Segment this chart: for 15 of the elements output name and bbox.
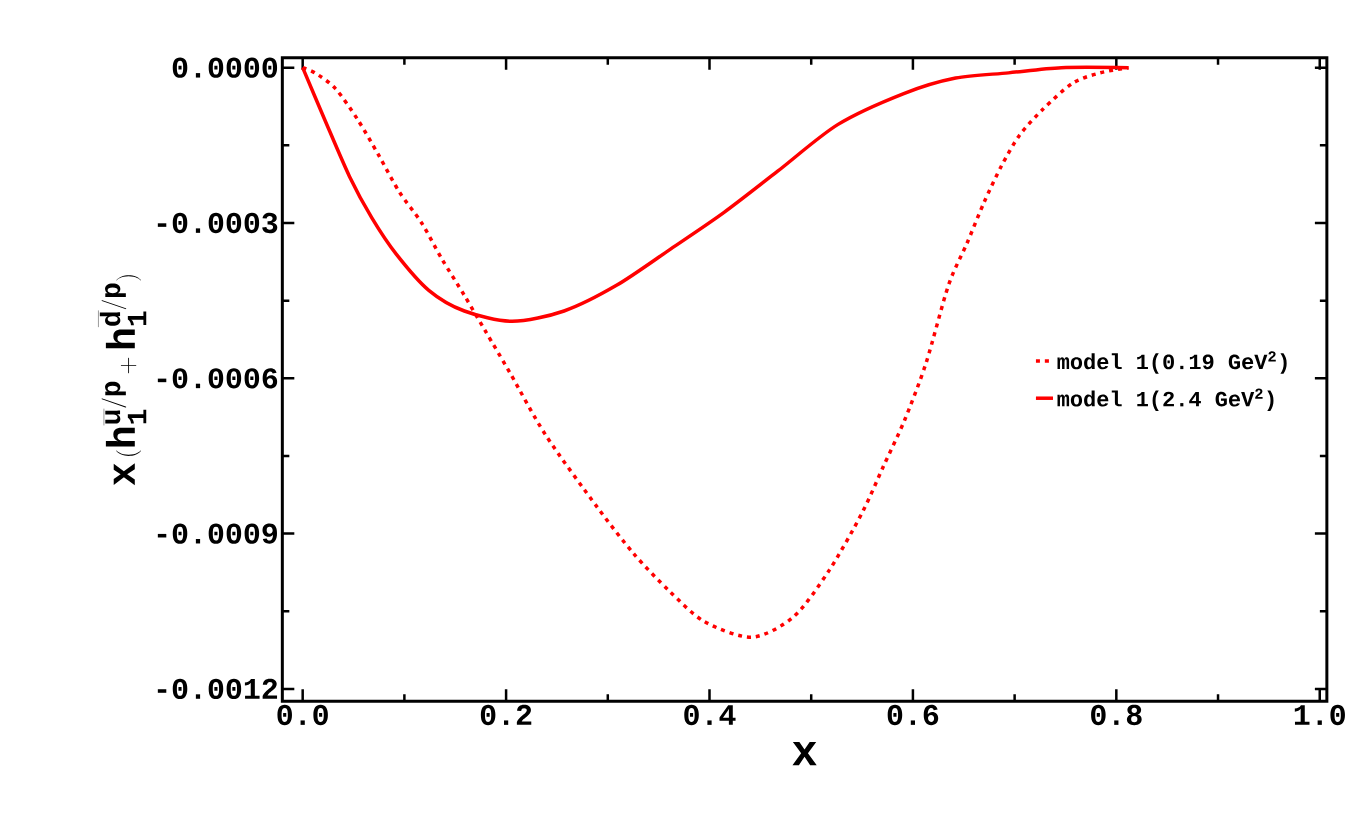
x-tick-label: 0.4 [684, 704, 736, 726]
x-tick-label: 0.2 [480, 704, 532, 726]
x-tick-label: 0.0 [277, 704, 328, 726]
y-tick-label: -0.0009 [157, 523, 277, 544]
x-tick-label: 0.6 [887, 704, 939, 726]
y-axis-title: $\mathbf{x\,(h_1^{\overline{u}/p}+h_1^{\overline{d}/p})}$ [98, 275, 147, 486]
x-tick-label: 1.0 [1294, 704, 1345, 726]
y-tick-label: 0.0000 [172, 57, 278, 78]
y-tick-label: -0.0006 [157, 368, 278, 389]
y-tick-label: -0.0003 [157, 212, 278, 234]
y-tick-label: -0.0012 [157, 678, 278, 700]
legend-label: model 1(0.19 GeV$^{2}$) [1057, 351, 1287, 374]
x-axis-title: x [792, 742, 817, 766]
legend-label: model 1(2.4 GeV$^{2}$) [1057, 388, 1274, 411]
x-tick-label: 0.8 [1091, 704, 1142, 726]
